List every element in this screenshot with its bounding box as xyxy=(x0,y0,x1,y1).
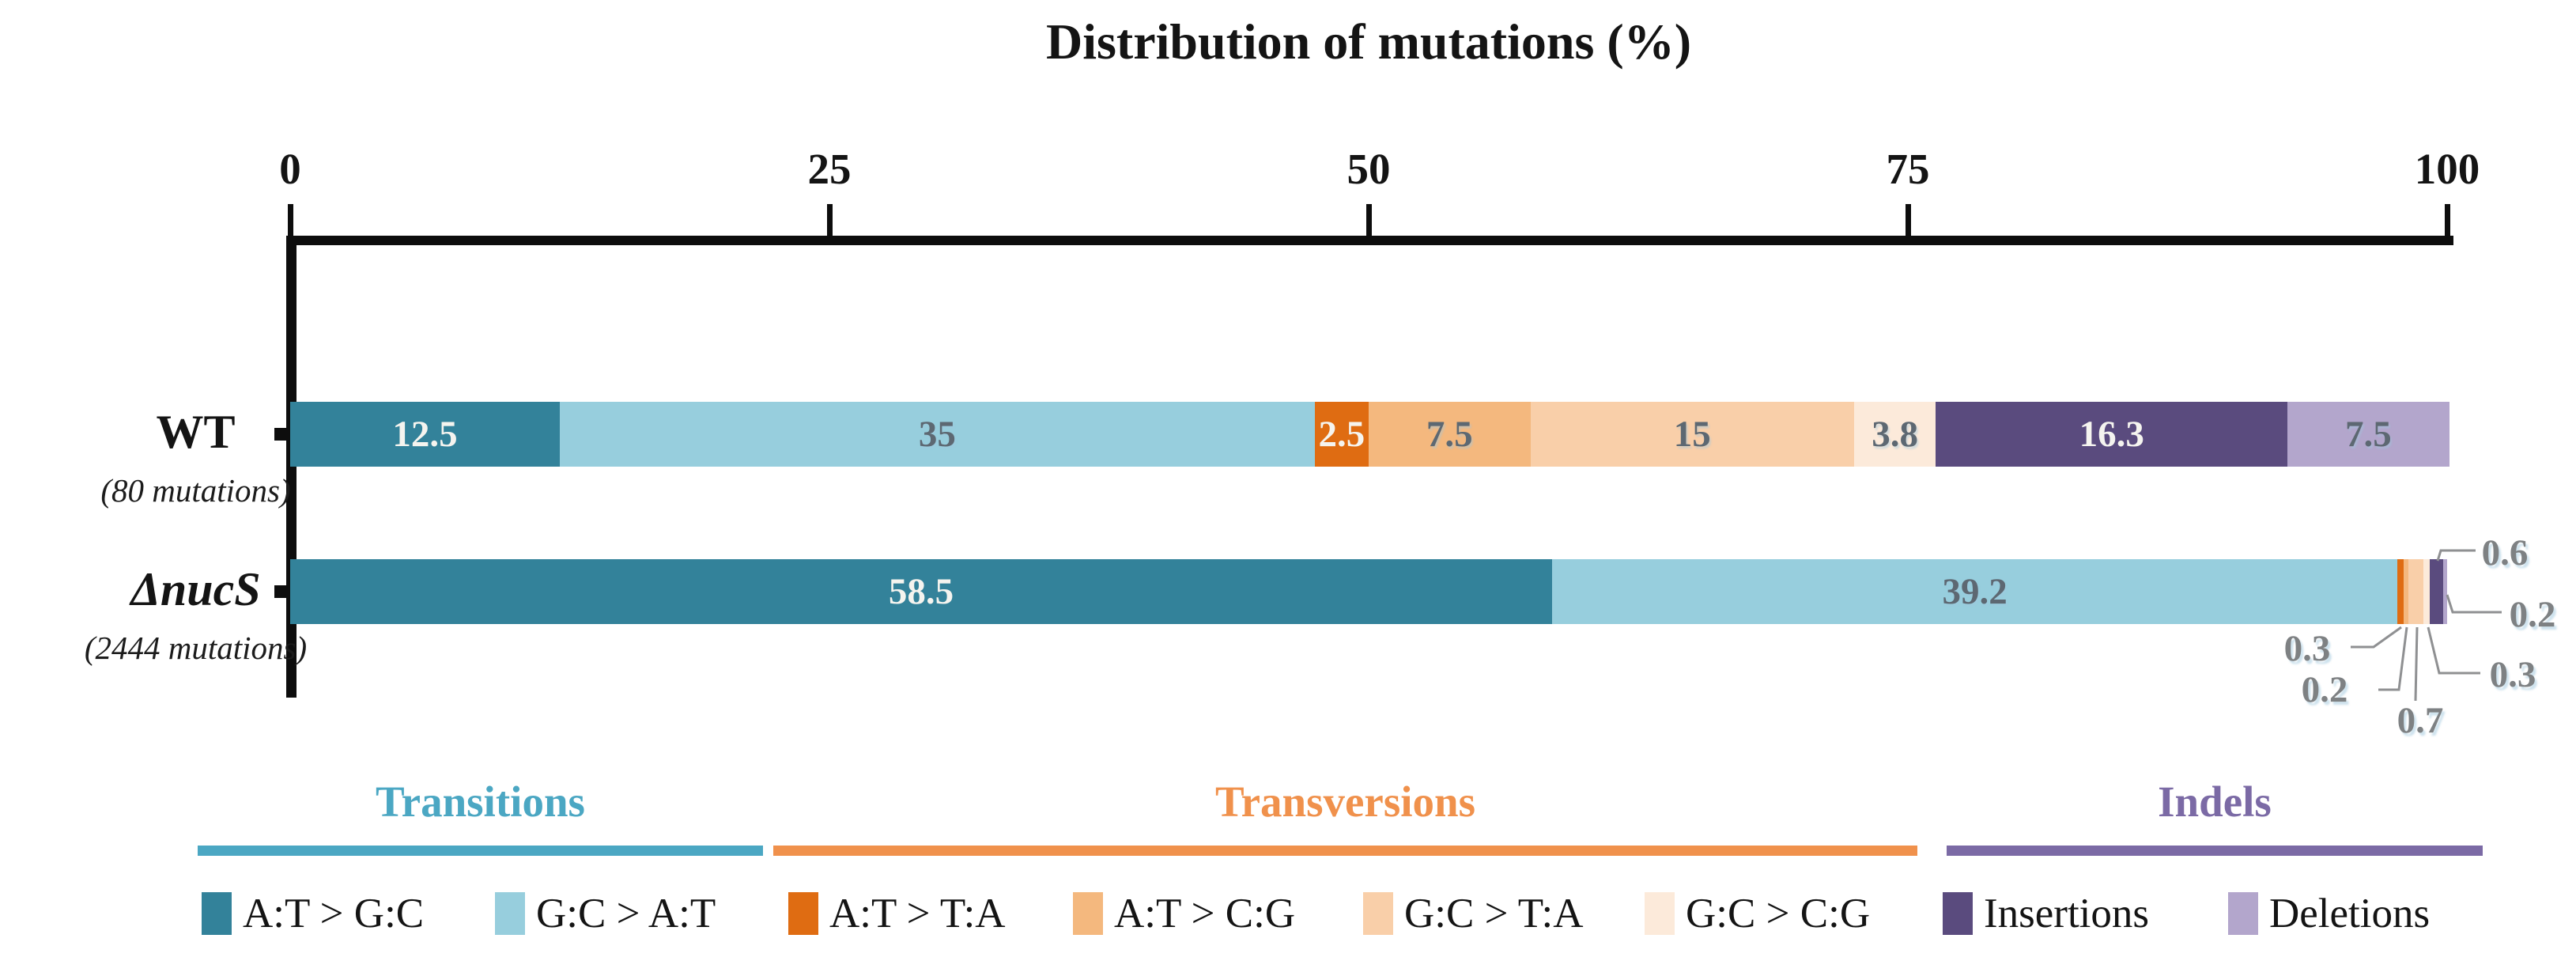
category-sublabel: (80 mutations) xyxy=(100,472,291,509)
bar-segment-nucS-3 xyxy=(2404,559,2408,624)
callout-label: 0.6 xyxy=(2481,532,2529,573)
value-label: 2.5 xyxy=(1318,414,1365,455)
value-label: 7.5 xyxy=(1426,414,1473,455)
bar-segment-WT-1 xyxy=(560,402,1315,467)
legend-group-underline xyxy=(773,846,1917,856)
legend-item-label: A:T > T:A xyxy=(829,891,1006,936)
value-label: 58.5 xyxy=(888,571,954,612)
legend-group-header: Transitions xyxy=(376,778,585,826)
callout-label: 0.3 xyxy=(2489,654,2536,695)
legend-swatch xyxy=(1943,892,1973,935)
legend-item-label: A:T > G:C xyxy=(243,891,425,936)
value-label: 35 xyxy=(918,414,956,455)
x-axis-tick xyxy=(288,204,293,236)
bar-segment-WT-3 xyxy=(1369,402,1531,467)
legend-item-label: Insertions xyxy=(1984,891,2150,936)
legend-group-header: Indels xyxy=(2158,778,2272,826)
category-axis-notch xyxy=(274,428,287,441)
value-label: 3.8 xyxy=(1872,414,1918,455)
x-axis-tick-label: 100 xyxy=(2414,145,2480,193)
value-label: 7.5 xyxy=(2345,414,2392,455)
bar-segment-nucS-6 xyxy=(2430,559,2443,624)
category-sublabel: (2444 mutations) xyxy=(84,630,308,666)
x-axis-tick xyxy=(1906,204,1911,236)
value-label: 12.5 xyxy=(392,414,458,455)
bar-segment-WT-2 xyxy=(1314,402,1369,467)
x-axis-tick xyxy=(827,204,833,236)
callout-label: 0.7 xyxy=(2397,700,2444,741)
category-label: WT xyxy=(156,406,236,458)
legend-item-label: G:C > A:T xyxy=(536,891,716,936)
bar-segment-WT-7 xyxy=(2287,402,2449,467)
bar-segment-nucS-2 xyxy=(2397,559,2404,624)
legend-group-header: Transversions xyxy=(1214,778,1476,826)
legend-group-underline xyxy=(198,846,763,856)
bar-segment-nucS-1 xyxy=(1551,559,2398,624)
value-label: 39.2 xyxy=(1942,571,2008,612)
bar-segment-nucS-4 xyxy=(2408,559,2423,624)
category-axis-notch xyxy=(274,585,287,598)
bar-segment-WT-0 xyxy=(290,402,560,467)
bar-segment-WT-4 xyxy=(1530,402,1854,467)
legend-item-label: Deletions xyxy=(2269,891,2431,936)
chart-title: Distribution of mutations (%) xyxy=(1045,13,1692,70)
x-axis-line xyxy=(286,236,2453,245)
legend-swatch xyxy=(202,892,232,935)
bar-segment-nucS-0 xyxy=(290,559,1552,624)
legend-swatch xyxy=(495,892,525,935)
legend-group-underline xyxy=(1947,846,2483,856)
legend-swatch xyxy=(788,892,818,935)
bar-segment-WT-6 xyxy=(1936,402,2288,467)
legend-swatch xyxy=(2228,892,2258,935)
legend-swatch xyxy=(1073,892,1103,935)
value-label: 16.3 xyxy=(2079,414,2144,455)
callout-label: 0.3 xyxy=(2283,628,2331,669)
legend-item-label: A:T > C:G xyxy=(1114,891,1296,936)
x-axis-tick xyxy=(1366,204,1372,236)
legend-item-label: G:C > T:A xyxy=(1404,891,1584,936)
x-axis-tick-label: 0 xyxy=(279,145,301,193)
legend-swatch xyxy=(1363,892,1393,935)
bar-segment-WT-5 xyxy=(1853,402,1936,467)
category-label: ΔnucS xyxy=(130,563,261,615)
value-label: 15 xyxy=(1673,414,1711,455)
x-axis-tick-label: 75 xyxy=(1886,145,1930,193)
x-axis-tick-label: 50 xyxy=(1347,145,1391,193)
callout-label: 0.2 xyxy=(2301,669,2348,710)
legend-swatch xyxy=(1645,892,1675,935)
x-axis-tick-label: 25 xyxy=(807,145,852,193)
bar-segment-nucS-5 xyxy=(2423,559,2431,624)
x-axis-tick xyxy=(2445,204,2450,236)
bar-segment-nucS-7 xyxy=(2442,559,2447,624)
callout-label: 0.2 xyxy=(2509,594,2556,635)
legend-item-label: G:C > C:G xyxy=(1686,891,1871,936)
